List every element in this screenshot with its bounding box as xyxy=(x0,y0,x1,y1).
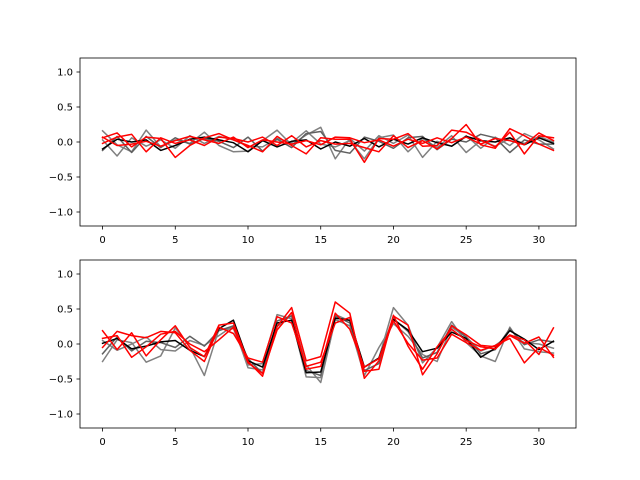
top-xtick-label: 10 xyxy=(242,235,255,246)
bottom-xtick-label: 5 xyxy=(172,437,178,448)
top-ytick-label: 0.5 xyxy=(57,103,73,114)
bottom-ytick-label: −0.5 xyxy=(49,375,73,386)
top-ytick-label: 0.0 xyxy=(57,138,73,149)
bottom-xtick-label: 25 xyxy=(460,437,473,448)
top-series-group xyxy=(101,123,555,164)
top-ytick-label: −0.5 xyxy=(49,173,73,184)
bottom-xtick-label: 15 xyxy=(314,437,327,448)
bottom-xtick-label: 0 xyxy=(99,437,105,448)
top-xtick-label: 25 xyxy=(460,235,473,246)
top-series-line-6 xyxy=(101,132,555,149)
top-xtick-label: 0 xyxy=(99,235,105,246)
top-xtick-label: 5 xyxy=(172,235,178,246)
bottom-ytick-label: −1.0 xyxy=(49,410,73,421)
top-xtick-label: 15 xyxy=(314,235,327,246)
top-series-line-4 xyxy=(101,129,555,164)
top-subplot: 0 5 10 15 20 25 30 −1.0 −0.5 0.0 0.5 1.0 xyxy=(49,57,577,246)
top-ytick-label: −1.0 xyxy=(49,208,73,219)
bottom-series-group xyxy=(101,301,555,384)
bottom-series-line-3 xyxy=(101,317,555,374)
top-ytick-label: 1.0 xyxy=(57,68,73,79)
bottom-ytick-label: 0.0 xyxy=(57,340,73,351)
bottom-xtick-label: 20 xyxy=(387,437,400,448)
bottom-subplot: 0 5 10 15 20 25 30 −1.0 −0.5 0.0 0.5 1.0 xyxy=(49,259,577,448)
top-series-line-5 xyxy=(101,123,555,153)
bottom-series-line-4 xyxy=(101,301,555,380)
bottom-xtick-label: 10 xyxy=(242,437,255,448)
top-xtick-label: 20 xyxy=(387,235,400,246)
top-xtick-label: 30 xyxy=(533,235,546,246)
bottom-xtick-label: 30 xyxy=(533,437,546,448)
bottom-series-line-6 xyxy=(101,311,555,375)
bottom-ytick-label: 1.0 xyxy=(57,270,73,281)
top-series-line-3 xyxy=(101,135,555,153)
bottom-ytick-label: 0.5 xyxy=(57,305,73,316)
